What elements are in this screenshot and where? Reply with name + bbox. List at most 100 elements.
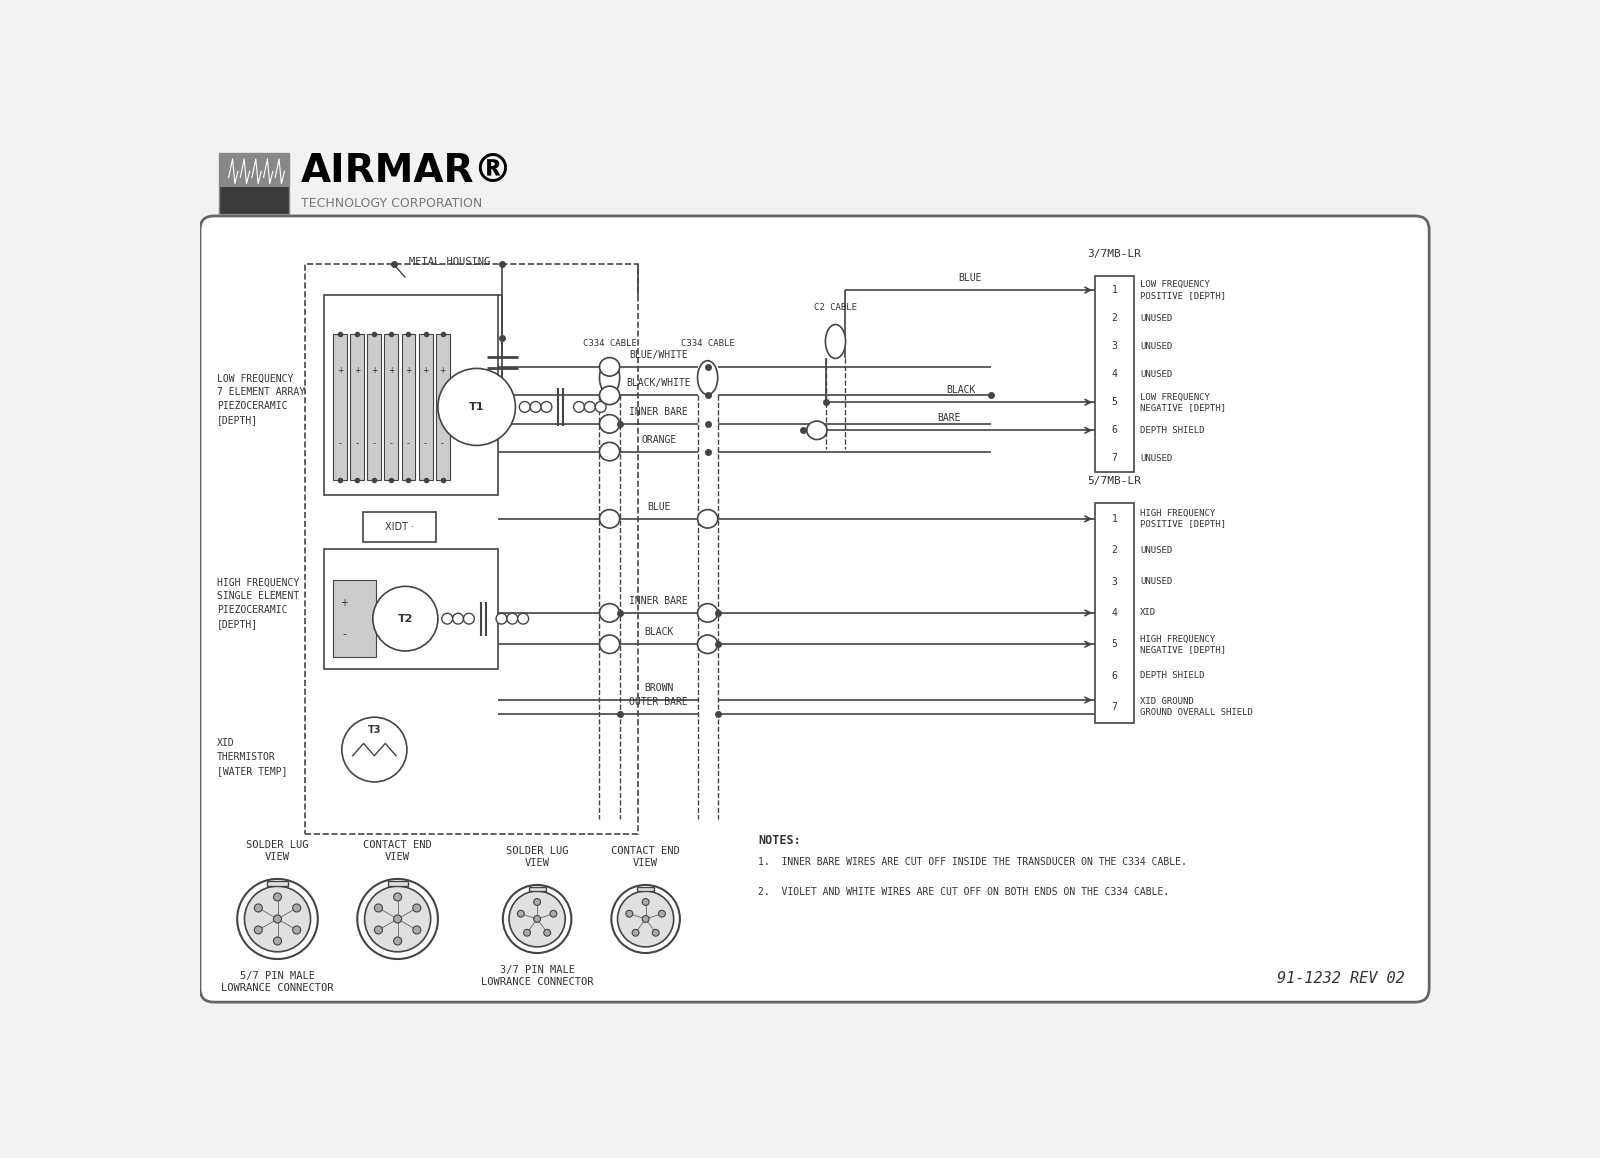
Circle shape <box>626 910 632 917</box>
Circle shape <box>573 402 584 412</box>
Circle shape <box>464 614 474 624</box>
Bar <box>363 512 437 542</box>
Text: 5: 5 <box>1112 397 1117 408</box>
Text: BLACK: BLACK <box>946 386 976 395</box>
Circle shape <box>374 926 382 935</box>
Circle shape <box>653 930 659 936</box>
Circle shape <box>518 614 528 624</box>
Text: -: - <box>339 439 342 448</box>
Text: LOW FREQUENCY
7 ELEMENT ARRAY
PIEZOCERAMIC
[DEPTH]: LOW FREQUENCY 7 ELEMENT ARRAY PIEZOCERAM… <box>218 373 306 425</box>
Circle shape <box>523 930 531 936</box>
Text: 91-1232 REV 02: 91-1232 REV 02 <box>1277 970 1405 985</box>
Text: LOW FREQUENCY
NEGATIVE [DEPTH]: LOW FREQUENCY NEGATIVE [DEPTH] <box>1141 393 1226 412</box>
Bar <box>333 580 376 658</box>
Ellipse shape <box>600 361 619 395</box>
Text: T1: T1 <box>469 402 485 412</box>
Text: AIRMAR®: AIRMAR® <box>301 153 514 190</box>
Bar <box>323 295 498 496</box>
Circle shape <box>496 614 507 624</box>
Text: -: - <box>406 439 410 448</box>
Text: BLACK: BLACK <box>645 628 674 637</box>
Bar <box>419 334 432 481</box>
Bar <box>219 186 290 214</box>
Ellipse shape <box>698 361 718 395</box>
Circle shape <box>642 916 650 923</box>
Circle shape <box>541 402 552 412</box>
Circle shape <box>502 885 571 953</box>
Text: 4: 4 <box>1112 369 1117 379</box>
Text: 2.  VIOLET AND WHITE WIRES ARE CUT OFF ON BOTH ENDS ON THE C334 CABLE.: 2. VIOLET AND WHITE WIRES ARE CUT OFF ON… <box>758 887 1170 896</box>
Circle shape <box>659 910 666 917</box>
Text: 2: 2 <box>1112 313 1117 323</box>
Text: -: - <box>424 439 427 448</box>
Text: XID
THERMISTOR
[WATER TEMP]: XID THERMISTOR [WATER TEMP] <box>218 739 288 776</box>
Ellipse shape <box>698 635 718 653</box>
Text: 5/7 PIN MALE
LOWRANCE CONNECTOR: 5/7 PIN MALE LOWRANCE CONNECTOR <box>221 970 334 992</box>
Text: HIGH FREQUENCY
NEGATIVE [DEPTH]: HIGH FREQUENCY NEGATIVE [DEPTH] <box>1141 635 1226 654</box>
Text: -: - <box>442 439 445 448</box>
Text: HIGH FREQUENCY
POSITIVE [DEPTH]: HIGH FREQUENCY POSITIVE [DEPTH] <box>1141 510 1226 528</box>
Ellipse shape <box>826 324 845 359</box>
Bar <box>387 881 408 886</box>
Circle shape <box>611 885 680 953</box>
Text: UNUSED: UNUSED <box>1141 314 1173 323</box>
Text: CONTACT END
VIEW: CONTACT END VIEW <box>363 840 432 862</box>
Text: 7: 7 <box>1112 453 1117 463</box>
Ellipse shape <box>698 603 718 622</box>
Text: -: - <box>390 439 394 448</box>
Circle shape <box>595 402 606 412</box>
Text: 6: 6 <box>1112 425 1117 435</box>
Bar <box>368 334 381 481</box>
Bar <box>304 264 638 834</box>
Bar <box>323 549 498 668</box>
Circle shape <box>442 614 453 624</box>
Bar <box>1094 276 1134 472</box>
Circle shape <box>618 891 674 947</box>
Circle shape <box>373 586 438 651</box>
Text: +: + <box>389 366 395 375</box>
Circle shape <box>365 886 430 952</box>
Circle shape <box>374 904 382 913</box>
Circle shape <box>413 904 421 913</box>
Text: -: - <box>373 439 376 448</box>
Text: +: + <box>338 366 344 375</box>
Circle shape <box>357 879 438 959</box>
Text: +: + <box>440 366 446 375</box>
Text: XID: XID <box>1141 608 1157 617</box>
Ellipse shape <box>600 358 619 376</box>
Text: +: + <box>354 366 360 375</box>
Text: 5/7MB-LR: 5/7MB-LR <box>1088 476 1141 486</box>
Text: CONTACT END
VIEW: CONTACT END VIEW <box>611 845 680 868</box>
Text: T3: T3 <box>368 725 381 735</box>
Text: UNUSED: UNUSED <box>1141 577 1173 586</box>
Text: SOLDER LUG
VIEW: SOLDER LUG VIEW <box>246 840 309 862</box>
FancyBboxPatch shape <box>200 215 1429 1002</box>
Bar <box>350 334 365 481</box>
Text: UNUSED: UNUSED <box>1141 369 1173 379</box>
Circle shape <box>534 899 541 906</box>
Bar <box>219 153 290 186</box>
Text: -: - <box>355 439 358 448</box>
Text: XID GROUND
GROUND OVERALL SHIELD: XID GROUND GROUND OVERALL SHIELD <box>1141 697 1253 717</box>
Text: DEPTH SHIELD: DEPTH SHIELD <box>1141 672 1205 680</box>
Text: 4: 4 <box>1112 608 1117 618</box>
Text: OUTER BARE: OUTER BARE <box>629 697 688 706</box>
Circle shape <box>509 891 565 947</box>
Text: BLUE/WHITE: BLUE/WHITE <box>629 350 688 360</box>
Bar <box>637 887 654 891</box>
Circle shape <box>293 904 301 913</box>
Text: BROWN: BROWN <box>645 683 674 694</box>
Text: TECHNOLOGY CORPORATION: TECHNOLOGY CORPORATION <box>301 197 482 210</box>
Text: 2: 2 <box>1112 545 1117 555</box>
Ellipse shape <box>600 635 619 653</box>
Text: ORANGE: ORANGE <box>642 434 677 445</box>
Text: 5: 5 <box>1112 639 1117 650</box>
Text: UNUSED: UNUSED <box>1141 545 1173 555</box>
Circle shape <box>237 879 318 959</box>
Text: NOTES:: NOTES: <box>758 834 800 848</box>
Text: 7: 7 <box>1112 702 1117 712</box>
Text: 1: 1 <box>1112 285 1117 295</box>
Circle shape <box>642 899 650 906</box>
Ellipse shape <box>600 510 619 528</box>
Ellipse shape <box>698 510 718 528</box>
